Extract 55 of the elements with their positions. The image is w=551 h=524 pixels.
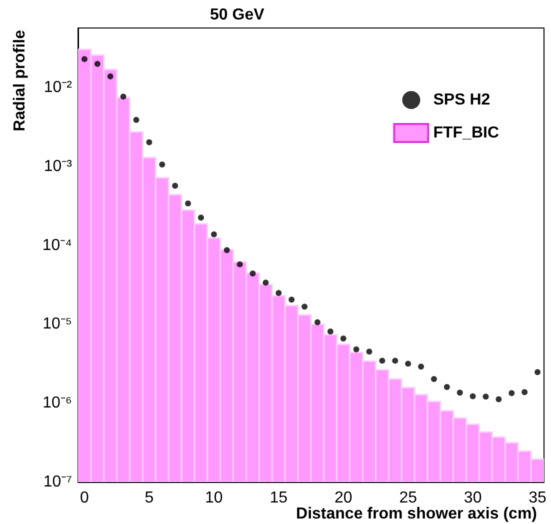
point [236, 261, 243, 268]
legend-label: SPS H2 [433, 92, 490, 108]
point [250, 270, 256, 276]
point [81, 56, 88, 62]
point [508, 390, 515, 396]
point [496, 396, 502, 402]
x-axis-title: Distance from shower axis (cm) [296, 506, 537, 522]
point [288, 296, 295, 303]
point [198, 214, 204, 221]
x-tick-label: 5 [144, 490, 154, 506]
y-tick-label: 10⁻⁴ [42, 236, 72, 254]
point [444, 384, 450, 390]
y-tick-label: 10⁻⁵ [42, 316, 72, 333]
point [418, 364, 424, 370]
point [482, 394, 489, 400]
point [314, 319, 320, 326]
point [379, 358, 386, 364]
point [94, 60, 100, 67]
x-tick-label: 10 [205, 490, 223, 506]
point [522, 389, 528, 396]
y-tick-label: 10⁻⁷ [43, 474, 72, 490]
y-axis-title: Radial profile [12, 30, 28, 132]
x-tick-label: 35 [528, 490, 547, 506]
y-tick-label: 10⁻⁶ [42, 394, 72, 412]
point [224, 247, 230, 254]
chart-title: 50 GeV [210, 6, 265, 24]
point [276, 290, 282, 296]
legend-label: FTF_BIC [433, 124, 500, 142]
point [430, 376, 437, 382]
point [534, 369, 541, 376]
point [172, 182, 178, 189]
x-tick-label: 0 [80, 490, 90, 506]
point [159, 162, 166, 168]
point [470, 393, 476, 400]
point [133, 116, 140, 123]
point [262, 280, 269, 286]
point [456, 390, 463, 396]
x-tick-label: 15 [270, 490, 288, 506]
point [353, 346, 360, 352]
point [392, 358, 398, 364]
point [120, 94, 126, 100]
point [107, 73, 114, 80]
x-tick-label: 20 [334, 490, 352, 506]
point [366, 348, 372, 355]
point [340, 335, 346, 342]
y-tick-label: 10⁻³ [44, 158, 73, 175]
point [210, 231, 217, 238]
point [405, 360, 412, 367]
point [185, 200, 192, 206]
x-tick-label: 30 [464, 490, 482, 506]
point [146, 139, 152, 146]
x-tick-label: 25 [399, 490, 418, 506]
point [302, 304, 308, 310]
y-tick-label: 10⁻² [44, 79, 73, 96]
point [327, 328, 334, 334]
